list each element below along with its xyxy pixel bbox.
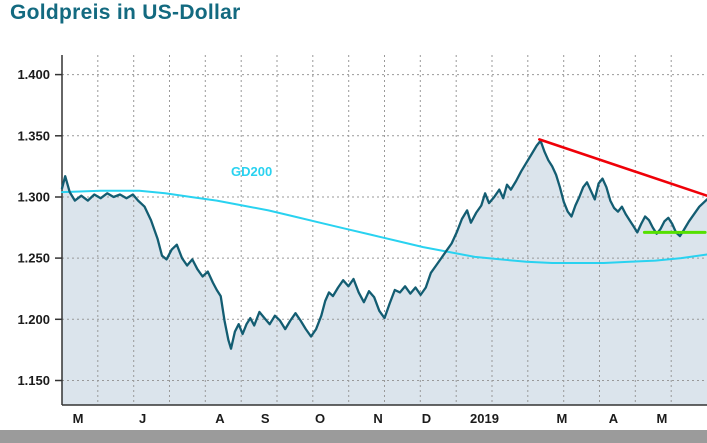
x-tick-label: J — [139, 411, 146, 426]
footer-bar — [0, 430, 707, 443]
price-area-fill — [62, 140, 707, 405]
page-title: Goldpreis in US-Dollar — [10, 1, 241, 24]
x-tick-label: M — [656, 411, 667, 426]
y-tick-label: 1.250 — [17, 251, 50, 266]
price-line — [60, 139, 707, 350]
y-tick-label: 1.400 — [17, 67, 50, 82]
x-tick-label: O — [315, 411, 325, 426]
x-tick-label: A — [215, 411, 225, 426]
y-tick-label: 1.150 — [17, 373, 50, 388]
x-tick-label: M — [556, 411, 567, 426]
gold-price-chart: 1.400 1.350 1.300 1.250 1.200 1.150 M J A S O N D 201… — [17, 55, 707, 426]
gd200-label: GD200 — [231, 164, 272, 179]
gd200-line — [61, 189, 707, 264]
y-tick-label: 1.300 — [17, 190, 50, 205]
y-tick-label: 1.350 — [17, 128, 50, 143]
axes — [55, 55, 707, 406]
x-tick-label: 2019 — [470, 411, 499, 426]
y-tick-label: 1.200 — [17, 312, 50, 327]
x-tick-label: M — [73, 411, 84, 426]
x-axis-labels: M J A S O N D 2019 M A M — [73, 411, 668, 426]
y-axis-labels: 1.400 1.350 1.300 1.250 1.200 1.150 — [17, 67, 50, 388]
x-tick-label: N — [373, 411, 382, 426]
x-tick-label: A — [609, 411, 619, 426]
trend-line — [538, 138, 707, 197]
x-tick-label: D — [422, 411, 431, 426]
x-tick-label: S — [261, 411, 270, 426]
